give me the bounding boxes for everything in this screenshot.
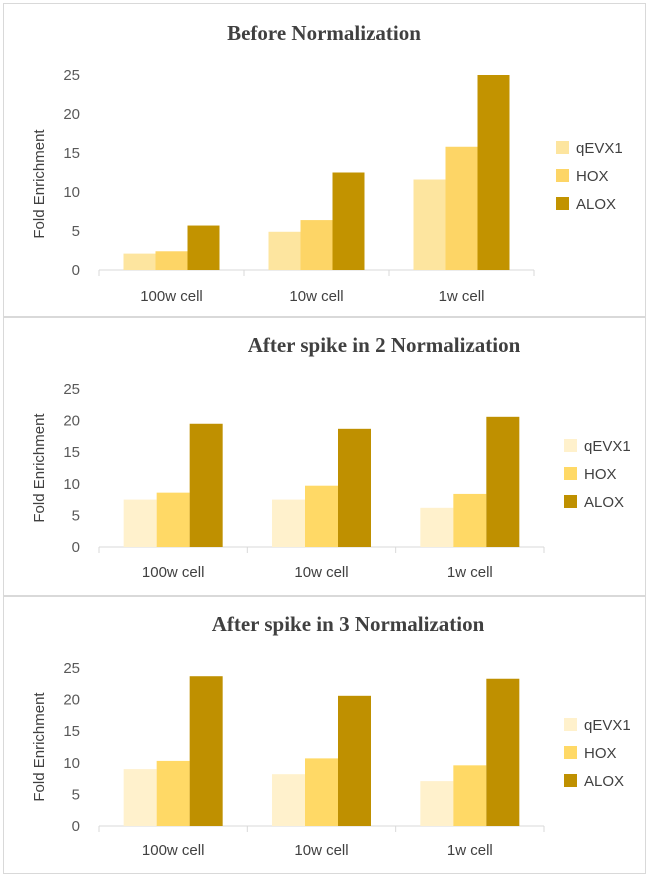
y-axis-label: Fold Enrichment	[31, 692, 48, 802]
chart-after-spike-in-3: After spike in 3 Normalization Fold Enri…	[31, 612, 631, 859]
y-tick-label: 10	[63, 755, 80, 772]
x-category-label: 1w cell	[447, 842, 493, 859]
bar-alox-100w-cell	[187, 225, 220, 270]
bar-alox-10w-cell	[332, 172, 365, 270]
bar-qevx1-100w-cell	[123, 253, 156, 270]
x-category-label: 1w cell	[447, 564, 493, 581]
y-tick-label: 15	[63, 444, 80, 461]
bar-alox-10w-cell	[338, 695, 371, 826]
bar-hox-100w-cell	[155, 251, 188, 270]
x-category-label: 10w cell	[294, 564, 348, 581]
legend-label-hox: HOX	[584, 466, 617, 483]
bar-qevx1-1w-cell	[413, 179, 446, 270]
bar-hox-1w-cell	[453, 493, 487, 547]
bar-alox-10w-cell	[338, 428, 371, 547]
chart-title: After spike in 3 Normalization	[212, 612, 485, 636]
y-tick-label: 5	[72, 223, 80, 240]
chart-panel-3: After spike in 3 Normalization Fold Enri…	[3, 596, 646, 874]
y-tick-label: 20	[63, 106, 80, 123]
chart-panel-2: After spike in 2 Normalization Fold Enri…	[3, 317, 646, 596]
x-category-label: 100w cell	[142, 842, 205, 859]
legend-swatch-qevx1	[564, 439, 577, 452]
bar-hox-10w-cell	[300, 220, 333, 270]
bar-hox-1w-cell	[453, 765, 487, 826]
bar-hox-10w-cell	[305, 758, 338, 826]
bar-alox-1w-cell	[477, 75, 510, 270]
y-axis-label: Fold Enrichment	[31, 129, 48, 239]
legend-swatch-hox	[556, 169, 569, 182]
legend-swatch-qevx1	[564, 718, 577, 731]
legend-swatch-alox	[556, 197, 569, 210]
y-tick-label: 5	[72, 786, 80, 803]
y-tick-label: 20	[63, 692, 80, 709]
bar-qevx1-1w-cell	[420, 781, 454, 826]
y-tick-label: 10	[63, 476, 80, 493]
bar-hox-100w-cell	[156, 492, 190, 547]
chart-after-spike-in-2: After spike in 2 Normalization Fold Enri…	[31, 333, 631, 581]
y-tick-label: 25	[63, 660, 80, 677]
chart-panel-1: Before Normalization Fold Enrichment 0 5 1…	[3, 3, 646, 317]
y-tick-label: 15	[63, 723, 80, 740]
chart-title: After spike in 2 Normalization	[248, 333, 521, 357]
bar-alox-100w-cell	[189, 676, 223, 826]
bar-alox-1w-cell	[486, 678, 520, 826]
legend-label-qevx1: qEVX1	[584, 438, 631, 455]
bar-qevx1-10w-cell	[268, 231, 301, 270]
y-tick-label: 25	[63, 381, 80, 398]
chart-title: Before Normalization	[227, 21, 421, 45]
x-category-label: 1w cell	[439, 288, 485, 305]
legend-label-qevx1: qEVX1	[584, 717, 631, 734]
y-tick-label: 0	[72, 818, 80, 835]
legend-label-qevx1: qEVX1	[576, 140, 623, 157]
legend-label-alox: ALOX	[576, 196, 616, 213]
y-axis-label: Fold Enrichment	[31, 413, 48, 523]
legend-swatch-hox	[564, 467, 577, 480]
legend-label-hox: HOX	[584, 745, 617, 762]
x-category-label: 10w cell	[294, 842, 348, 859]
y-tick-label: 15	[63, 145, 80, 162]
bar-alox-100w-cell	[189, 423, 223, 547]
bar-qevx1-10w-cell	[272, 499, 305, 547]
y-tick-label: 20	[63, 413, 80, 430]
x-category-label: 100w cell	[142, 564, 205, 581]
legend-swatch-qevx1	[556, 141, 569, 154]
y-tick-label: 0	[72, 539, 80, 556]
x-category-label: 100w cell	[140, 288, 203, 305]
legend-swatch-hox	[564, 746, 577, 759]
bar-qevx1-1w-cell	[420, 507, 454, 547]
y-tick-label: 10	[63, 184, 80, 201]
bar-qevx1-100w-cell	[123, 499, 157, 547]
y-tick-label: 25	[63, 67, 80, 84]
bar-qevx1-100w-cell	[123, 769, 157, 826]
legend-label-alox: ALOX	[584, 773, 624, 790]
legend-swatch-alox	[564, 774, 577, 787]
legend-label-alox: ALOX	[584, 494, 624, 511]
y-tick-label: 5	[72, 507, 80, 524]
y-tick-label: 0	[72, 262, 80, 279]
x-category-label: 10w cell	[289, 288, 343, 305]
bar-qevx1-10w-cell	[272, 774, 305, 826]
bar-alox-1w-cell	[486, 416, 520, 547]
bar-hox-1w-cell	[445, 146, 478, 270]
legend-swatch-alox	[564, 495, 577, 508]
bar-hox-10w-cell	[305, 485, 338, 547]
bar-hox-100w-cell	[156, 760, 190, 826]
legend-label-hox: HOX	[576, 168, 609, 185]
chart-before-normalization: Before Normalization Fold Enrichment 0 5 1…	[31, 21, 623, 305]
